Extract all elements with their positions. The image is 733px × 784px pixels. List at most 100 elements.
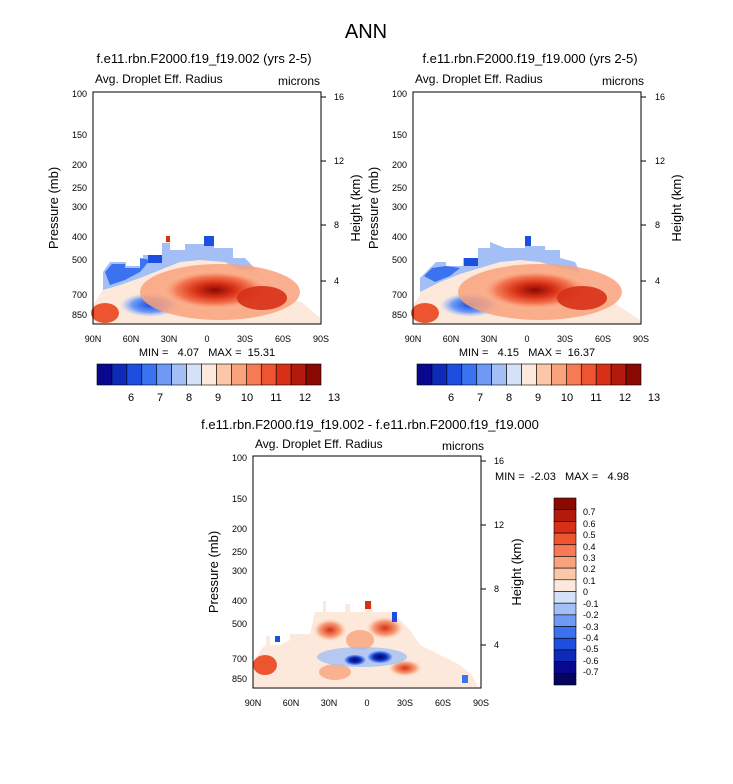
- colorbar-label: 8: [506, 392, 512, 404]
- panel-3-colorbar: [553, 497, 577, 686]
- y2-tick-label: 8: [494, 584, 499, 594]
- panel-2-stats: MIN = 4.15 MAX = 16.37: [459, 347, 595, 359]
- panel-3-y2-ticks: 16 12 8 4: [481, 456, 504, 650]
- colorbar-swatch: [126, 363, 143, 386]
- panel-1-title: f.e11.rbn.F2000.f19_f19.002 (yrs 2-5): [96, 51, 311, 66]
- panel-2-colorbar-labels: 6 7 8 9 10 11 12 13: [448, 392, 660, 404]
- panel-2-y2-ticks: 16 12 8 4: [641, 92, 665, 286]
- colorbar-swatch: [553, 602, 577, 616]
- x-tick-label: 90N: [245, 698, 262, 708]
- colorbar-swatch: [553, 497, 577, 510]
- y-tick-label: 850: [72, 310, 87, 320]
- panel-2-x-ticks: 90N 60N 30N 0 30S 60S 90S: [405, 334, 649, 344]
- colorbar-swatch: [553, 509, 577, 522]
- y2-tick-label: 8: [655, 220, 660, 230]
- y-tick-label: 150: [392, 130, 407, 140]
- colorbar-swatch: [141, 363, 158, 386]
- colorbar-swatch: [186, 363, 202, 386]
- panel-2: f.e11.rbn.F2000.f19_f19.000 (yrs 2-5) Av…: [366, 51, 684, 404]
- y-tick-label: 100: [72, 89, 87, 99]
- panel-3-red-speck: [365, 601, 371, 609]
- x-tick-label: 60S: [435, 698, 451, 708]
- panel-3-y-ticks: 100 150 200 250 300 400 500 700 850: [232, 453, 247, 684]
- panel-2-variable-label: Avg. Droplet Eff. Radius: [415, 72, 543, 86]
- panel-3-red-upper-c: [346, 630, 374, 650]
- x-tick-label: 60N: [123, 334, 140, 344]
- panel-2-y-ticks: 100 150 200 250 300 400 500 700 850: [392, 89, 407, 320]
- colorbar-label: 13: [328, 392, 340, 404]
- panel-3-ylabel: Pressure (mb): [206, 531, 221, 613]
- y-tick-label: 850: [232, 674, 247, 684]
- panel-1-blue-top: [103, 236, 256, 290]
- panel-2-warm-core-s: [557, 286, 607, 310]
- colorbar-swatch: [595, 363, 612, 386]
- y2-tick-label: 4: [334, 276, 339, 286]
- panel-3-y2label: Height (km): [509, 538, 524, 605]
- y-tick-label: 300: [232, 566, 247, 576]
- panel-3-field: [253, 601, 478, 687]
- colorbar-swatch: [553, 544, 577, 557]
- x-tick-label: 30S: [237, 334, 253, 344]
- colorbar-label: 11: [270, 392, 281, 404]
- y-tick-label: 850: [392, 310, 407, 320]
- colorbar-label: 6: [128, 392, 134, 404]
- y-tick-label: 500: [392, 255, 407, 265]
- y2-tick-label: 12: [494, 520, 504, 530]
- panel-3-title: f.e11.rbn.F2000.f19_f19.002 - f.e11.rbn.…: [201, 417, 539, 432]
- y-tick-label: 250: [72, 183, 87, 193]
- panel-2-title: f.e11.rbn.F2000.f19_f19.000 (yrs 2-5): [422, 51, 637, 66]
- colorbar-label: -0.7: [583, 667, 599, 677]
- colorbar-label: 0.2: [583, 564, 596, 574]
- panel-3-frame: [252, 455, 482, 689]
- panel-3-red-nw: [253, 655, 277, 675]
- colorbar-swatch: [553, 661, 577, 674]
- panel-3-blue-core-a: [343, 654, 367, 666]
- colorbar-swatch: [566, 363, 582, 386]
- x-tick-label: 0: [364, 698, 369, 708]
- panel-3-red-low-a: [319, 664, 351, 680]
- colorbar-label: -0.5: [583, 644, 599, 654]
- panel-3-blue-speck-a: [392, 612, 397, 622]
- y-tick-label: 500: [72, 255, 87, 265]
- colorbar-label: 0.3: [583, 553, 596, 563]
- colorbar-swatch: [553, 626, 577, 639]
- colorbar-swatch: [553, 521, 577, 534]
- panel-2-field: [411, 236, 640, 324]
- panel-1-units: microns: [278, 74, 320, 88]
- panel-2-ylabel: Pressure (mb): [366, 167, 381, 249]
- y-tick-label: 200: [232, 524, 247, 534]
- x-tick-label: 90S: [473, 698, 489, 708]
- colorbar-label: 7: [157, 392, 163, 404]
- colorbar-label: 0.5: [583, 530, 596, 540]
- colorbar-label: -0.1: [583, 599, 599, 609]
- y-tick-label: 250: [392, 183, 407, 193]
- figure-title: ANN: [345, 21, 387, 43]
- y-tick-label: 500: [232, 619, 247, 629]
- x-tick-label: 0: [524, 334, 529, 344]
- colorbar-swatch: [216, 363, 232, 386]
- colorbar-swatch: [536, 363, 552, 386]
- panel-2-colorbar: [416, 363, 642, 386]
- colorbar-label: 0.7: [583, 507, 596, 517]
- x-tick-label: 60N: [283, 698, 300, 708]
- colorbar-swatch: [506, 363, 522, 386]
- x-tick-label: 0: [204, 334, 209, 344]
- colorbar-label: 9: [215, 392, 221, 404]
- colorbar-swatch: [231, 363, 247, 386]
- panel-3-stats: MIN = -2.03 MAX = 4.98: [495, 471, 629, 483]
- y2-tick-label: 12: [655, 156, 665, 166]
- y-tick-label: 400: [232, 596, 247, 606]
- colorbar-label: 0.6: [583, 519, 596, 529]
- panel-3-blue-core-b: [366, 650, 394, 664]
- colorbar-swatch: [553, 532, 577, 546]
- panel-2-units: microns: [602, 74, 644, 88]
- colorbar-swatch: [625, 363, 642, 386]
- panel-1-blue-patch-b: [148, 255, 162, 263]
- panel-1-colorbar-labels: 6 7 8 9 10 11 12 13: [128, 392, 340, 404]
- colorbar-swatch: [476, 363, 492, 386]
- colorbar-label: 13: [648, 392, 660, 404]
- panel-1-y2label: Height (km): [348, 174, 363, 241]
- panel-3-variable-label: Avg. Droplet Eff. Radius: [255, 437, 383, 451]
- y-tick-label: 150: [232, 494, 247, 504]
- colorbar-swatch: [275, 363, 292, 386]
